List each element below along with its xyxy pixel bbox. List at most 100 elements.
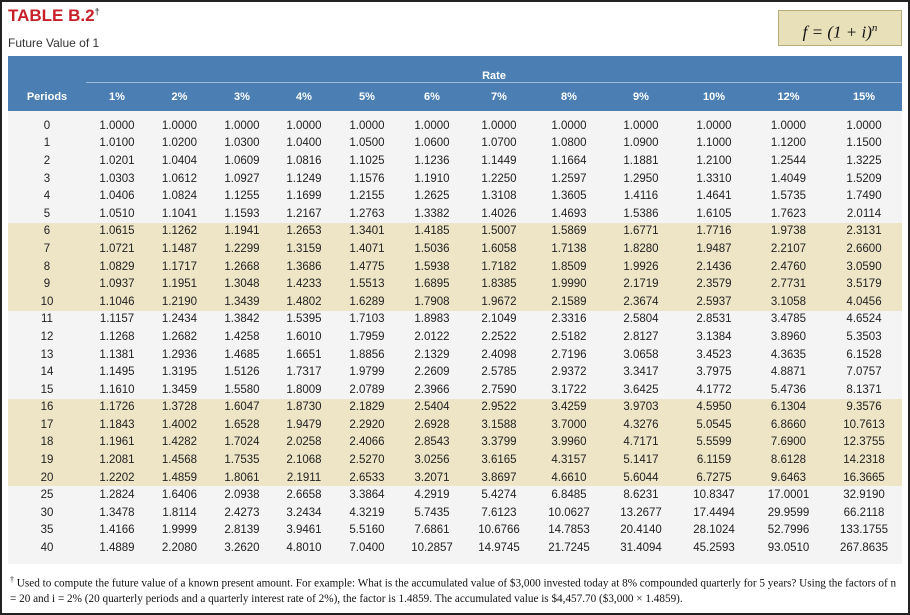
factor-cell: 3.3799 xyxy=(465,433,533,452)
factor-cell: 1.8856 xyxy=(349,348,385,361)
factor-cell: 10.8347 xyxy=(693,489,735,502)
period-cell: 6 xyxy=(8,222,86,241)
factor-cell: 2.4760 xyxy=(751,257,826,276)
factor-cell: 1.2100 xyxy=(696,154,732,167)
factor-cell: 1.5869 xyxy=(533,222,605,241)
factor-cell: 3.7975 xyxy=(696,366,732,379)
factor-cell: 3.2620 xyxy=(224,542,260,555)
table-row: 2 1.0201 1.0404 1.0609 1.0816 1.1025 1.1236 1.1… xyxy=(8,152,902,170)
factor-cell: 3.3417 xyxy=(623,366,659,379)
factor-cell: 1.1000 xyxy=(696,137,732,150)
factor-cell: 1.6058 xyxy=(465,240,533,258)
table-row: 35 1.4166 1.9999 2.8139 3.9461 5.5160 7.6861 10… xyxy=(8,522,902,540)
factor-cell: 1.7959 xyxy=(349,330,385,343)
factor-cell: 4.7171 xyxy=(605,433,677,452)
factor-cell: 1.1268 xyxy=(99,330,135,343)
period-cell: 10 xyxy=(8,292,86,311)
factor-cell: 3.2071 xyxy=(399,468,465,487)
factor-cell: 2.5785 xyxy=(481,366,517,379)
period-cell: 40 xyxy=(40,542,54,555)
factor-cell: 2.1829 xyxy=(335,398,399,417)
factor-cell: 1.4185 xyxy=(399,222,465,241)
factor-cell: 3.4523 xyxy=(696,348,732,361)
factor-cell: 1.2544 xyxy=(770,154,807,167)
table-row: 16 1.1726 1.3728 1.6047 1.8730 2.1829 2.5404 2.… xyxy=(8,398,903,417)
formula-base: f = (1 + i) xyxy=(802,22,872,42)
factor-cell: 2.9522 xyxy=(465,398,533,417)
factor-cell: 2.2609 xyxy=(414,366,450,379)
factor-cell: 1.0500 xyxy=(349,137,385,150)
factor-cell: 1.1046 xyxy=(86,292,148,311)
factor-cell: 1.3439 xyxy=(211,292,273,311)
factor-cell: 1.3728 xyxy=(148,398,211,417)
table-row: 14 1.1495 1.3195 1.5126 1.7317 1.9799 2.2609 2.… xyxy=(8,363,902,381)
factor-cell: 1.7908 xyxy=(399,292,465,311)
factor-cell: 2.7731 xyxy=(751,275,826,293)
factor-cell: 9.3576 xyxy=(826,398,903,417)
column-header: 5% xyxy=(335,82,399,111)
factor-cell: 4.6610 xyxy=(533,468,605,487)
factor-cell: 1.8385 xyxy=(465,275,533,293)
factor-cell: 1.5513 xyxy=(335,275,399,293)
factor-cell: 1.1236 xyxy=(414,154,450,167)
table-row: 1 1.0100 1.0200 1.0300 1.0400 1.0500 1.0600 1.0… xyxy=(8,135,902,153)
factor-cell: 1.0927 xyxy=(224,172,260,185)
subtitle: Future Value of 1 xyxy=(8,36,100,50)
factor-cell: 4.3635 xyxy=(770,348,807,361)
factor-cell: 4.6524 xyxy=(846,313,882,326)
period-cell: 9 xyxy=(8,275,86,293)
factor-cell: 3.1588 xyxy=(465,416,533,434)
factor-cell: 1.2190 xyxy=(148,292,211,311)
factor-cell: 8.6231 xyxy=(623,489,659,502)
factor-cell: 1.8509 xyxy=(533,257,605,276)
factor-cell: 5.1417 xyxy=(605,451,677,469)
table-row: 7 1.0721 1.1487 1.2299 1.3159 1.4071 1.5036 1.6… xyxy=(8,240,903,258)
factor-cell: 1.8730 xyxy=(273,398,335,417)
factor-cell: 1.3195 xyxy=(161,366,198,379)
factor-cell: 1.0900 xyxy=(623,137,659,150)
factor-cell: 1.1961 xyxy=(86,433,148,452)
factor-cell: 14.7853 xyxy=(548,524,590,537)
factor-cell: 1.0615 xyxy=(86,222,148,241)
period-cell: 17 xyxy=(8,416,86,434)
factor-cell: 1.7182 xyxy=(465,257,533,276)
factor-cell: 3.8960 xyxy=(770,330,807,343)
factor-cell: 1.6047 xyxy=(211,398,273,417)
factor-cell: 2.3674 xyxy=(605,292,677,311)
factor-cell: 3.9703 xyxy=(605,398,677,417)
factor-cell: 1.5580 xyxy=(224,383,260,396)
column-header: 15% xyxy=(826,82,903,111)
factor-cell: 1.4775 xyxy=(335,257,399,276)
column-header: 8% xyxy=(533,82,605,111)
factor-cell: 32.9190 xyxy=(843,489,885,502)
table-row: 5 1.0510 1.1041 1.1593 1.2167 1.2763 1.3382 1.4… xyxy=(8,205,902,223)
factor-cell: 2.1719 xyxy=(605,275,677,293)
factor-cell: 2.4273 xyxy=(224,506,260,519)
factor-cell: 7.6900 xyxy=(751,433,826,452)
factor-cell: 2.4098 xyxy=(481,348,517,361)
factor-cell: 1.2682 xyxy=(161,330,198,343)
factor-cell: 2.8543 xyxy=(399,433,465,452)
column-header: 9% xyxy=(605,82,677,111)
factor-cell: 2.5182 xyxy=(551,330,587,343)
factor-cell: 1.2950 xyxy=(623,172,659,185)
factor-cell: 2.9372 xyxy=(551,366,587,379)
factor-cell: 1.9672 xyxy=(465,292,533,311)
factor-cell: 1.2250 xyxy=(481,172,517,185)
factor-cell: 14.9745 xyxy=(478,542,520,555)
factor-cell: 4.3157 xyxy=(533,451,605,469)
column-header: 6% xyxy=(399,82,465,111)
factor-cell: 1.9999 xyxy=(161,524,198,537)
factor-cell: 2.1911 xyxy=(273,468,335,487)
factor-cell: 1.3382 xyxy=(414,207,450,220)
factor-cell: 1.0600 xyxy=(414,137,450,150)
formula-exponent: n xyxy=(871,22,878,34)
table-row: 0 1.0000 1.0000 1.0000 1.0000 1.0000 1.0000 1.0… xyxy=(8,117,902,135)
table-row: 19 1.2081 1.4568 1.7535 2.1068 2.5270 3.0256 3.… xyxy=(8,451,903,469)
factor-cell: 2.8139 xyxy=(224,524,260,537)
factor-cell: 3.7000 xyxy=(533,416,605,434)
factor-cell: 1.2155 xyxy=(349,190,385,203)
factor-cell: 1.5386 xyxy=(623,207,659,220)
factor-cell: 17.0001 xyxy=(767,489,810,502)
